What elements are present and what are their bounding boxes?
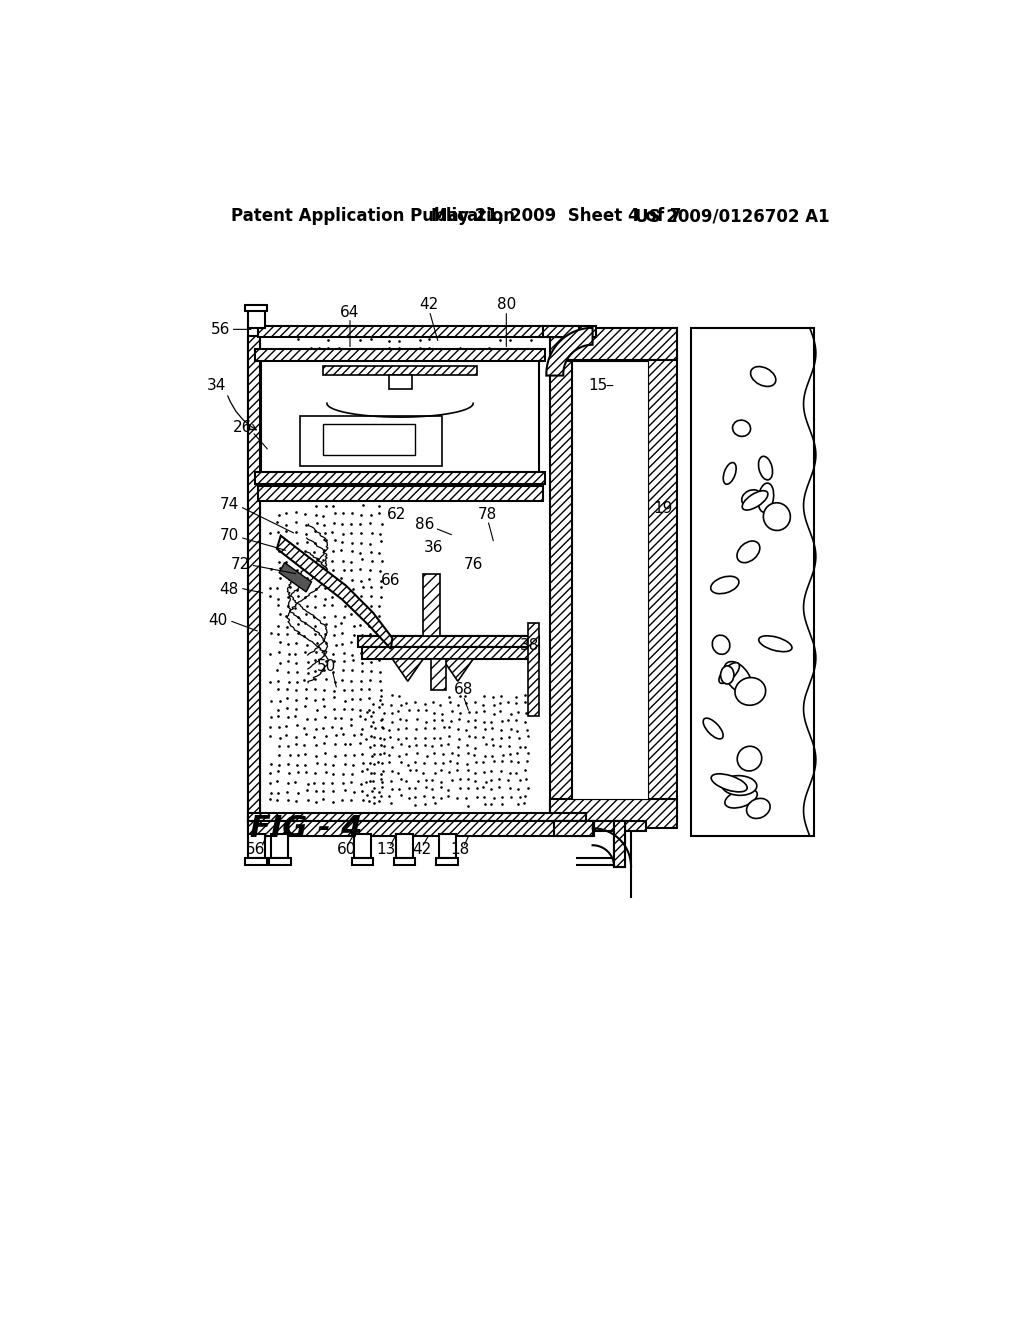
Ellipse shape [763, 503, 791, 531]
Ellipse shape [735, 677, 766, 705]
Bar [354, 834, 371, 858]
Text: May 21, 2009  Sheet 4 of 7: May 21, 2009 Sheet 4 of 7 [431, 207, 681, 226]
Ellipse shape [719, 663, 739, 684]
Bar [255, 471, 545, 484]
Bar [431, 659, 446, 689]
Bar [246, 305, 267, 312]
Text: 72: 72 [231, 557, 250, 573]
Bar [550, 327, 677, 360]
Text: Patent Application Publication: Patent Application Publication [230, 207, 515, 226]
Text: 64: 64 [340, 305, 359, 319]
Bar [248, 326, 260, 821]
Text: 56: 56 [211, 322, 230, 337]
Polygon shape [392, 659, 423, 681]
Text: 50: 50 [317, 659, 337, 675]
Bar [258, 486, 543, 502]
Bar [648, 327, 677, 821]
Text: 66: 66 [381, 573, 400, 587]
Bar [571, 360, 648, 799]
Ellipse shape [737, 541, 760, 562]
Ellipse shape [721, 665, 734, 684]
Text: 60: 60 [337, 842, 356, 858]
Text: 18: 18 [451, 842, 470, 858]
Text: 13: 13 [377, 842, 396, 858]
Bar [323, 424, 416, 455]
Bar [300, 416, 442, 466]
Bar [248, 821, 594, 836]
Text: 56: 56 [246, 842, 265, 858]
Polygon shape [442, 659, 473, 681]
Ellipse shape [751, 367, 776, 387]
Text: 48: 48 [219, 582, 239, 597]
Bar [248, 335, 260, 822]
Bar [614, 821, 625, 867]
Polygon shape [276, 536, 392, 649]
Bar [271, 834, 289, 858]
Ellipse shape [742, 491, 768, 510]
Ellipse shape [759, 636, 792, 652]
Text: 62: 62 [386, 507, 406, 521]
Bar [550, 799, 677, 829]
Ellipse shape [723, 462, 736, 484]
Bar [351, 858, 373, 866]
Ellipse shape [713, 635, 730, 655]
Text: 42: 42 [412, 842, 431, 858]
Ellipse shape [711, 577, 739, 594]
Bar [550, 360, 571, 821]
Ellipse shape [722, 776, 757, 796]
Polygon shape [547, 327, 593, 376]
Text: 38: 38 [520, 638, 539, 652]
Bar [323, 366, 477, 375]
Ellipse shape [746, 799, 770, 818]
Ellipse shape [703, 718, 723, 739]
Bar [543, 326, 580, 337]
Text: 80: 80 [497, 297, 516, 313]
Bar [436, 858, 458, 866]
Text: FIG - 4: FIG - 4 [250, 814, 362, 842]
Bar [248, 309, 264, 327]
Ellipse shape [712, 774, 748, 792]
Bar [248, 834, 264, 858]
Ellipse shape [725, 789, 758, 808]
Ellipse shape [741, 490, 761, 507]
Text: 68: 68 [454, 682, 473, 697]
Bar [614, 821, 625, 867]
Text: 78: 78 [478, 507, 498, 521]
Text: 70: 70 [219, 528, 239, 544]
Text: 34: 34 [207, 378, 226, 393]
Ellipse shape [737, 746, 762, 771]
Text: 19: 19 [653, 502, 673, 516]
Ellipse shape [732, 420, 751, 437]
Bar [255, 348, 545, 360]
Text: 15: 15 [589, 378, 607, 393]
Bar [528, 623, 539, 715]
Text: US 2009/0126702 A1: US 2009/0126702 A1 [635, 207, 829, 226]
Text: 74: 74 [219, 498, 239, 512]
Polygon shape [280, 562, 311, 591]
Text: 36: 36 [423, 540, 443, 554]
Ellipse shape [759, 457, 772, 480]
Bar [554, 821, 593, 836]
Bar [394, 858, 416, 866]
Text: 86: 86 [415, 516, 434, 532]
Text: 42: 42 [420, 297, 439, 313]
Ellipse shape [724, 661, 752, 693]
Bar [261, 355, 539, 478]
Text: 26: 26 [232, 420, 252, 436]
Bar [248, 821, 646, 832]
Bar [438, 834, 456, 858]
Bar [396, 834, 413, 858]
Bar [357, 636, 539, 647]
Bar [246, 858, 267, 866]
Bar [388, 375, 412, 388]
Bar [423, 574, 440, 636]
Bar [258, 326, 596, 337]
Text: 76: 76 [464, 557, 483, 573]
Bar [361, 647, 539, 659]
Text: 40: 40 [209, 612, 228, 628]
Ellipse shape [758, 483, 774, 512]
Bar [691, 327, 814, 836]
Bar [248, 813, 587, 826]
Bar [269, 858, 291, 866]
